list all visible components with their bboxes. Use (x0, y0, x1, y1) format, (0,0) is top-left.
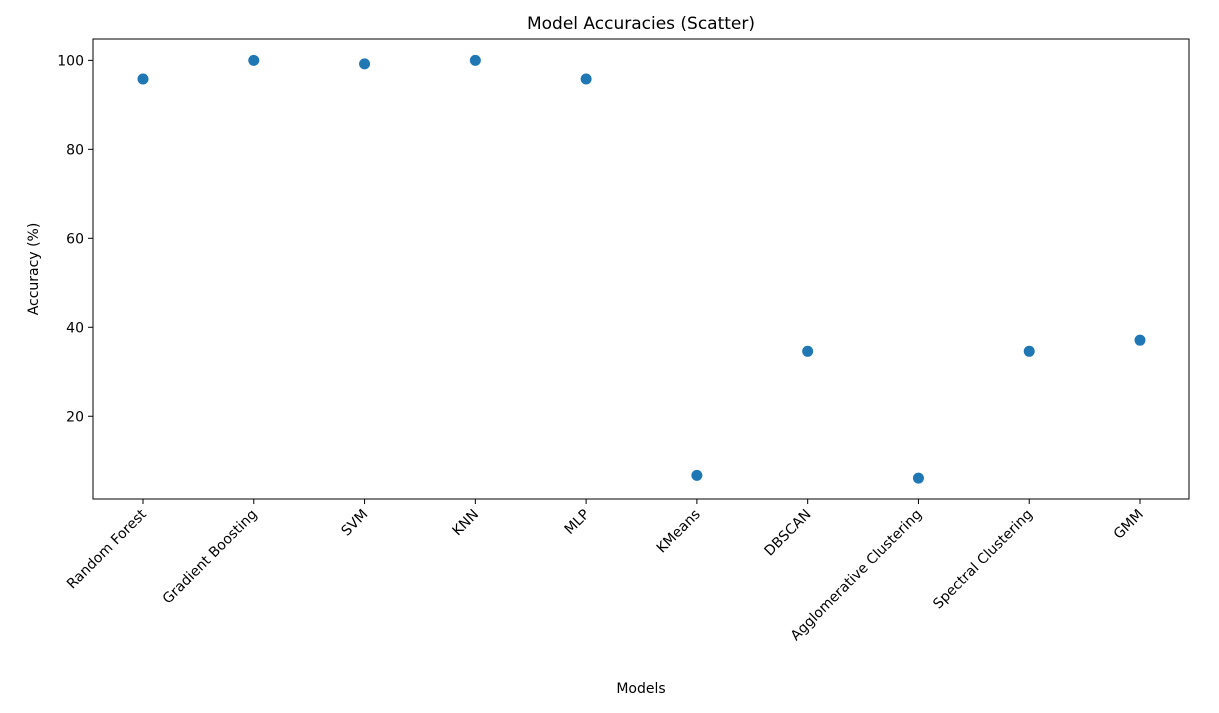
y-axis-label: Accuracy (%) (26, 223, 42, 316)
data-point (1023, 345, 1035, 357)
x-tick-label: Agglomerative Clustering (788, 507, 926, 645)
data-point (137, 73, 149, 85)
x-tick-label: KNN (450, 507, 483, 540)
x-axis: Random Forest Gradient Boosting SVM KNN MLP K… (64, 499, 1147, 644)
y-tick-label: 80 (66, 142, 84, 158)
x-tick-label: Spectral Clustering (930, 507, 1036, 613)
x-tick-label: DBSCAN (762, 507, 815, 560)
data-point (1134, 334, 1146, 346)
x-tick-label: KMeans (654, 507, 704, 557)
data-point (359, 58, 371, 70)
data-point (248, 54, 260, 66)
plot-area (92, 38, 1190, 500)
data-point (912, 472, 924, 484)
data-point (469, 54, 481, 66)
y-tick-label: 60 (66, 231, 84, 247)
data-points (137, 54, 1146, 484)
y-tick-label: 100 (57, 53, 84, 69)
data-point (802, 345, 814, 357)
y-tick-label: 40 (66, 320, 84, 336)
data-point (580, 73, 592, 85)
y-tick-label: 20 (66, 409, 84, 425)
data-point (691, 469, 703, 481)
x-tick-label: MLP (562, 507, 593, 538)
x-tick-label: Random Forest (64, 506, 150, 592)
y-axis: 20 40 60 80 100 (57, 53, 93, 425)
x-tick-label: Gradient Boosting (160, 507, 261, 608)
x-tick-label: SVM (338, 507, 371, 540)
x-axis-label: Models (616, 681, 665, 697)
x-tick-label: GMM (1111, 507, 1147, 543)
chart-title: Model Accuracies (Scatter) (527, 14, 755, 34)
